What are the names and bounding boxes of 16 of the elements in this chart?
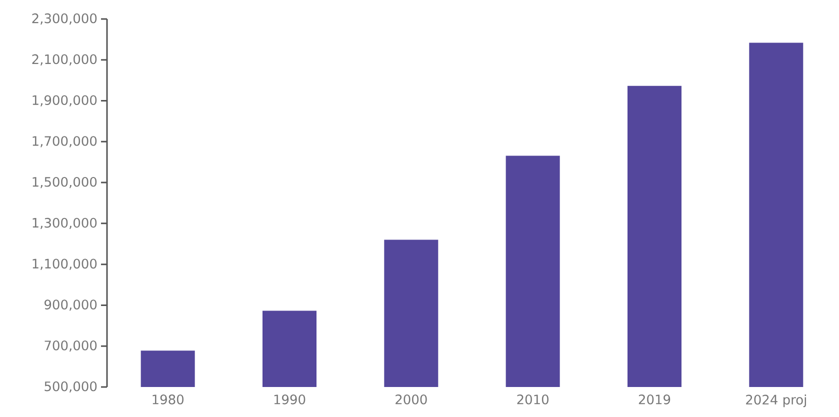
y-tick-label: 1,100,000: [32, 258, 97, 270]
y-tick-label: 1,500,000: [32, 176, 97, 188]
x-tick-label: 2019: [638, 394, 670, 404]
x-tick-label: 1990: [274, 394, 306, 404]
y-tick-label: 2,100,000: [32, 54, 97, 66]
y-tick-label: 700,000: [44, 340, 97, 352]
y-tick-label: 1,900,000: [32, 95, 97, 106]
y-tick-label: 500,000: [44, 381, 97, 393]
x-tick-label: 2010: [517, 394, 548, 404]
y-tick-label: 1,700,000: [32, 136, 97, 148]
x-tick-label: 2024 proj: [746, 394, 806, 408]
y-tick-label: 2,300,000: [32, 13, 97, 25]
x-tick-label: 1980: [152, 394, 184, 404]
x-tick-label: 2000: [396, 394, 427, 404]
y-tick-label: 900,000: [44, 300, 97, 311]
y-tick-label: 1,300,000: [32, 218, 97, 230]
